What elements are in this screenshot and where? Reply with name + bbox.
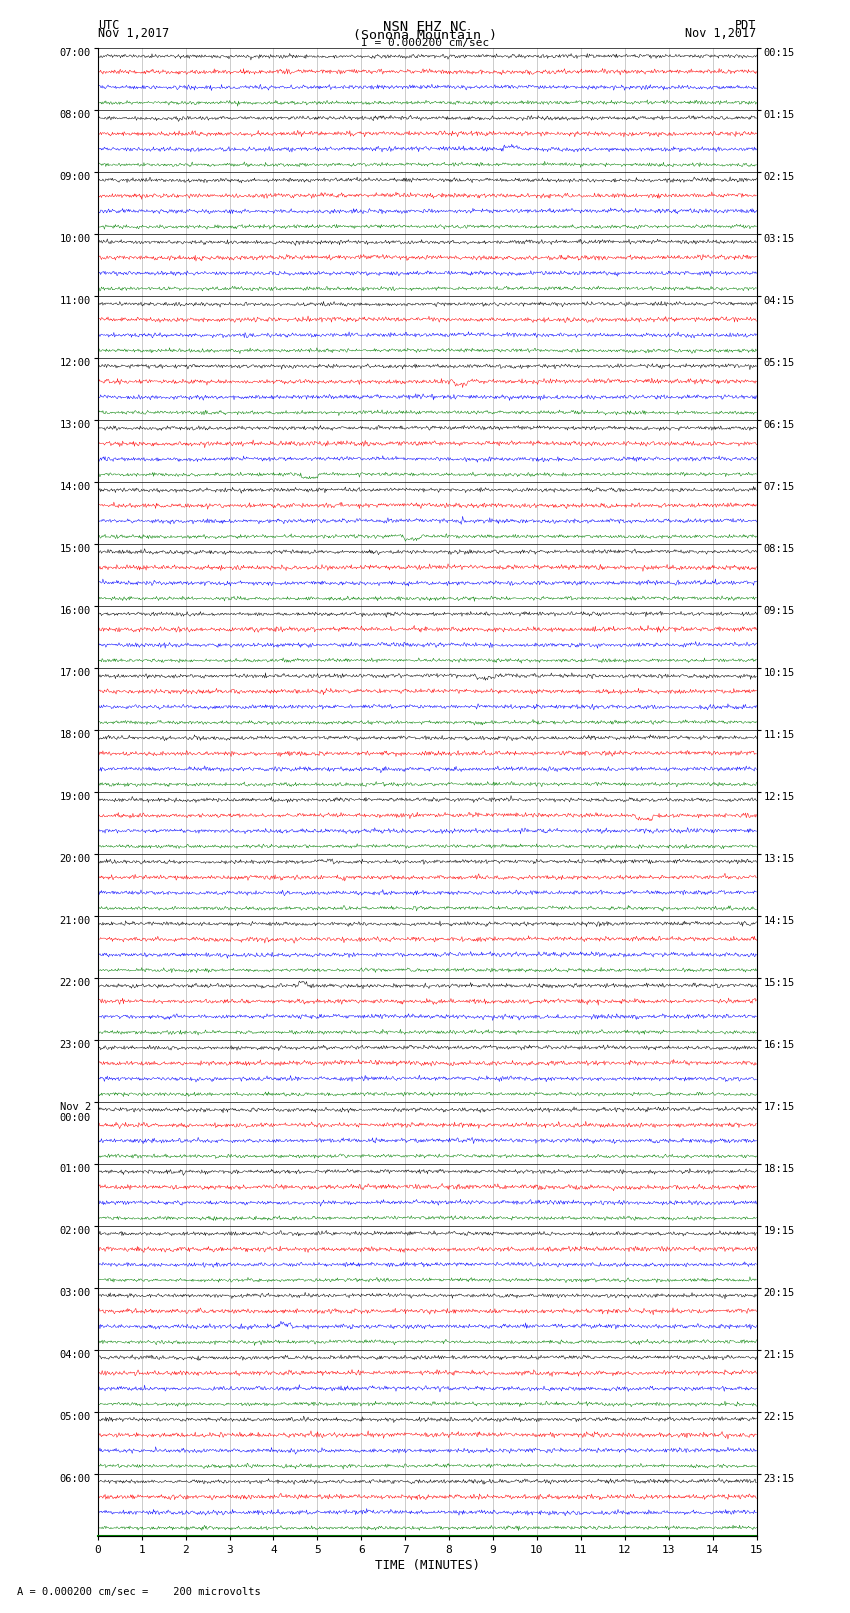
Text: PDT: PDT	[735, 18, 756, 32]
Text: A = 0.000200 cm/sec =    200 microvolts: A = 0.000200 cm/sec = 200 microvolts	[17, 1587, 261, 1597]
Text: (Sonona Mountain ): (Sonona Mountain )	[353, 29, 497, 42]
Text: UTC: UTC	[98, 18, 119, 32]
Text: NSN EHZ NC: NSN EHZ NC	[383, 19, 467, 34]
Text: Nov 1,2017: Nov 1,2017	[685, 27, 756, 40]
Text: Nov 1,2017: Nov 1,2017	[98, 27, 169, 40]
X-axis label: TIME (MINUTES): TIME (MINUTES)	[375, 1558, 479, 1571]
Text: I = 0.000200 cm/sec: I = 0.000200 cm/sec	[361, 37, 489, 48]
